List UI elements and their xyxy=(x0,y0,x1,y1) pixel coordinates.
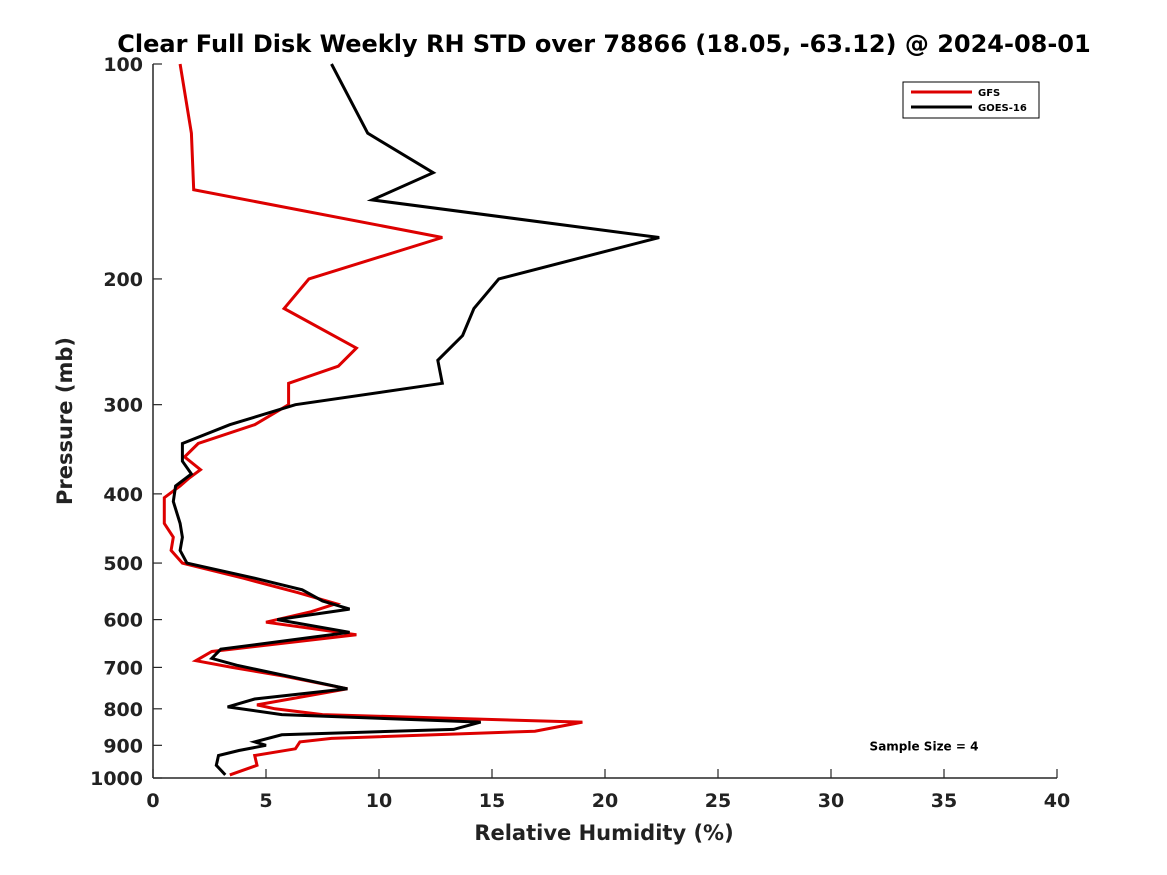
y-tick-label: 300 xyxy=(103,395,143,417)
x-tick-label: 10 xyxy=(366,790,392,812)
y-tick-label: 400 xyxy=(103,484,143,506)
legend-label-goes-16: GOES-16 xyxy=(978,103,1027,114)
legend: GFS GOES-16 xyxy=(902,81,1040,119)
plot-area xyxy=(152,64,1057,779)
y-tick-label: 900 xyxy=(103,735,143,757)
y-tick-label: 1000 xyxy=(90,768,143,790)
legend-label-gfs: GFS xyxy=(978,88,1000,99)
chart-title: Clear Full Disk Weekly RH STD over 78866… xyxy=(117,30,1090,58)
x-tick-label: 40 xyxy=(1044,790,1070,812)
y-tick-label: 800 xyxy=(103,699,143,721)
series-line-goes-16 xyxy=(171,63,660,776)
x-tick-label: 15 xyxy=(479,790,505,812)
x-tick-label: 0 xyxy=(146,790,159,812)
series-lines xyxy=(162,63,660,777)
x-axis-ticks: 0 5 10 15 20 25 30 35 40 xyxy=(146,769,1070,812)
y-tick-label: 200 xyxy=(103,269,143,291)
y-tick-label: 500 xyxy=(103,553,143,575)
x-tick-label: 35 xyxy=(931,790,957,812)
x-axis-label: Relative Humidity (%) xyxy=(474,821,733,845)
x-tick-label: 30 xyxy=(818,790,844,812)
y-axis-label: Pressure (mb) xyxy=(53,337,77,505)
legend-box xyxy=(902,81,1040,119)
y-tick-label: 100 xyxy=(103,54,143,76)
sample-size-annotation: Sample Size = 4 xyxy=(870,739,979,753)
y-axis-ticks: 100 200 300 400 500 600 700 800 900 1000 xyxy=(90,54,162,790)
y-tick-label: 700 xyxy=(103,657,143,679)
y-tick-label: 600 xyxy=(103,610,143,632)
x-tick-label: 20 xyxy=(592,790,618,812)
series-line-gfs xyxy=(162,63,583,777)
x-tick-label: 5 xyxy=(259,790,272,812)
x-tick-label: 25 xyxy=(705,790,731,812)
